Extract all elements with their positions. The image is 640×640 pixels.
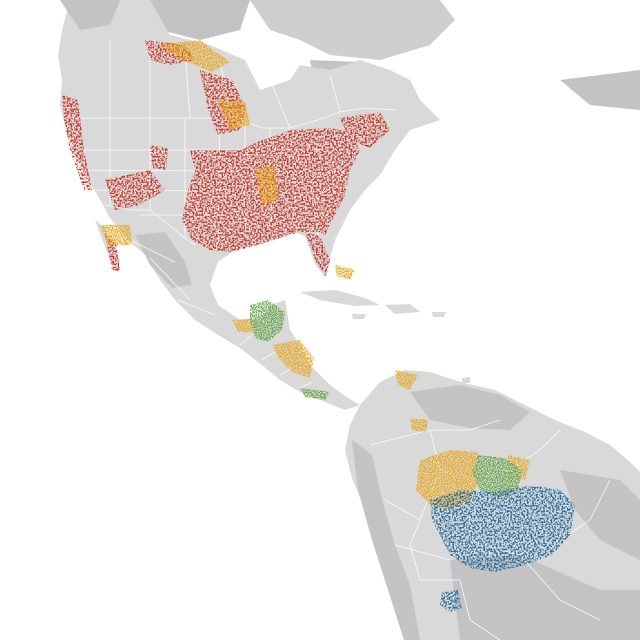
migration-west <box>100 225 132 245</box>
puerto-rico <box>432 312 446 317</box>
central-america-borders <box>239 334 313 389</box>
hispaniola <box>385 304 420 314</box>
migration-central-us <box>218 100 250 130</box>
trinidad <box>462 377 470 383</box>
nonbreeding-south-amazon <box>430 485 575 572</box>
breeding-northeast <box>340 112 390 148</box>
nonbreeding-south <box>440 590 462 612</box>
mexico-plateau <box>135 232 192 288</box>
andes <box>352 440 420 640</box>
year-round-amazon <box>472 455 522 498</box>
migration-colombia <box>395 370 418 390</box>
migration-canada <box>158 40 230 72</box>
year-round-range <box>250 300 522 498</box>
year-round-yucatan <box>250 300 285 342</box>
breeding-interior-west <box>105 170 165 210</box>
year-round-caribbean-coast <box>300 388 330 400</box>
guiana-highlands <box>410 385 530 430</box>
northern-lands <box>150 0 640 110</box>
jamaica <box>352 314 366 319</box>
breeding-west-coast <box>62 95 92 190</box>
migration-caribbean <box>335 265 355 280</box>
nonbreeding-range <box>430 485 575 612</box>
breeding-florida <box>305 232 330 276</box>
arctic-islands <box>150 0 250 40</box>
cuba <box>300 290 380 306</box>
us-mexico-border <box>104 204 196 246</box>
migration-plains <box>255 165 278 205</box>
migration-central-america <box>272 340 314 378</box>
breeding-mountains <box>150 145 168 170</box>
brazil-highlands <box>560 470 640 560</box>
mexico-states <box>129 239 231 346</box>
greenland <box>250 0 455 60</box>
migration-venezuela <box>410 418 428 432</box>
southern-cone <box>450 555 640 640</box>
